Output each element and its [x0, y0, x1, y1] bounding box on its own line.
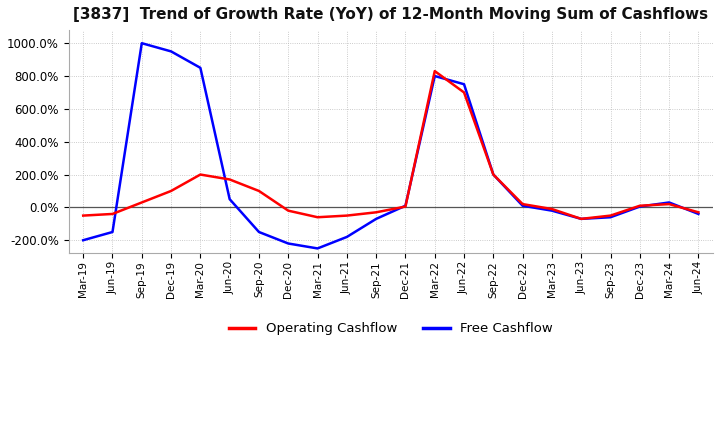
- Title: [3837]  Trend of Growth Rate (YoY) of 12-Month Moving Sum of Cashflows: [3837] Trend of Growth Rate (YoY) of 12-…: [73, 7, 708, 22]
- Legend: Operating Cashflow, Free Cashflow: Operating Cashflow, Free Cashflow: [223, 317, 558, 341]
